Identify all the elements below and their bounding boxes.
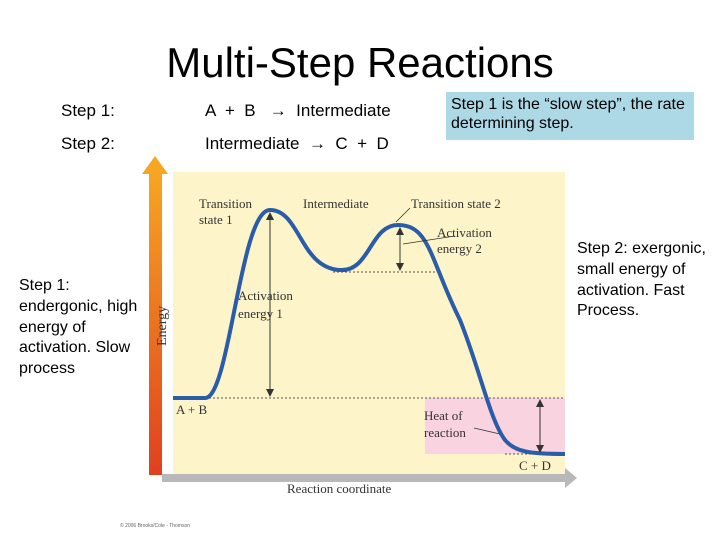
transition-state-1-label-line1: Transition [199,196,252,211]
activation-energy-2-label-line2: energy 2 [437,241,482,256]
reaction-curve [173,207,566,456]
step2-label: Step 2: [61,134,115,153]
energy-axis-arrowhead [142,156,168,174]
activation-energy-1-label-line2: energy 1 [238,306,283,321]
copyright-text: © 2006 Brooks/Cole - Thomson [120,522,190,529]
transition-state-2-label: Transition state 2 [411,196,501,211]
reactants-label: A + B [176,402,208,417]
heat-of-reaction-label-line2: reaction [424,425,466,440]
step2-equation: Intermediate → C + D [205,134,389,153]
intermediate-label: Intermediate [303,196,369,211]
slide-title: Multi-Step Reactions [166,39,554,86]
step1-label: Step 1: [61,101,115,120]
x-axis-label: Reaction coordinate [287,481,392,496]
y-axis-label: Energy [155,306,170,346]
reaction-coordinate-axis [162,474,567,482]
activation-energy-1-label-line1: Activation [238,288,293,303]
step1-equation: A + B → Intermediate [205,101,391,120]
transition-state-1-label-line2: state 1 [199,212,233,227]
energy-axis [149,172,162,475]
step1-note: Step 1: endergonic, high energy of activ… [19,277,138,378]
heat-of-reaction-label-line1: Heat of [424,408,463,423]
reaction-axis-arrowhead [565,468,577,488]
activation-energy-2-label-line1: Activation [437,225,492,240]
products-label: C + D [519,458,551,473]
slow-step-callout: Step 1 is the “slow step”, the rate dete… [446,92,694,140]
step2-note: Step 2: exergonic, small energy of activ… [577,240,706,320]
